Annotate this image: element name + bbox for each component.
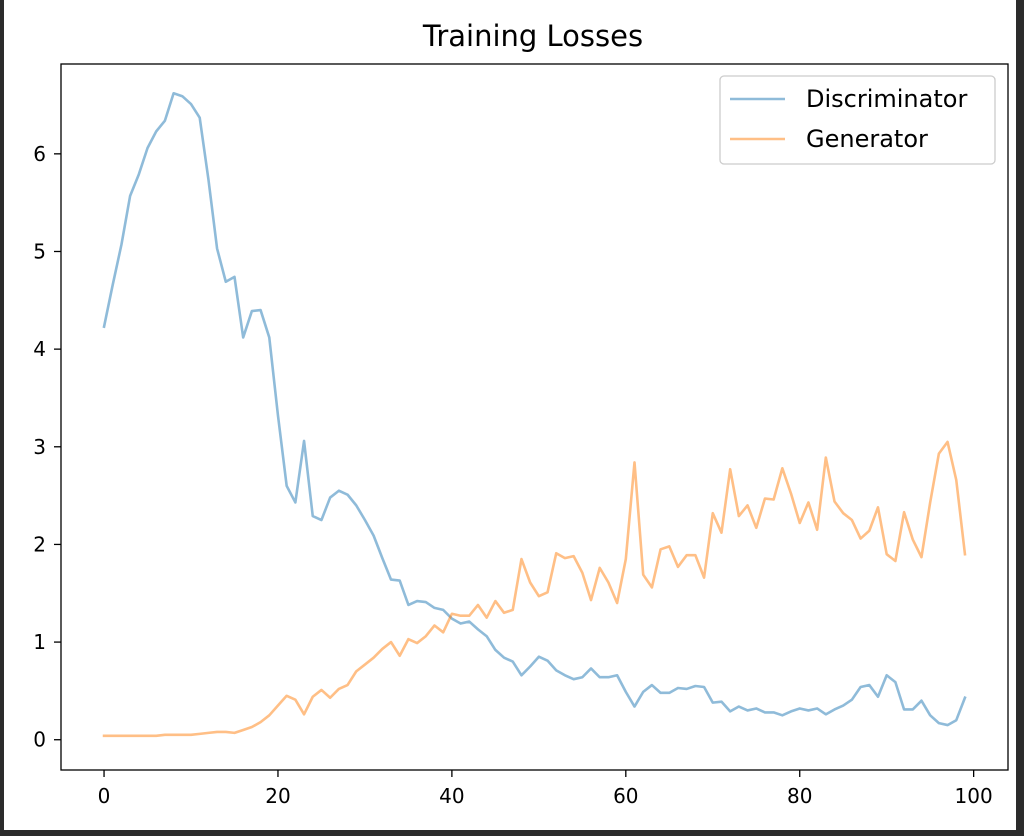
y-tick-label: 3 <box>33 435 46 459</box>
legend-frame <box>719 75 996 165</box>
x-tick-label: 0 <box>98 784 111 808</box>
legend: Discriminator Generator <box>719 75 996 165</box>
y-tick-label: 1 <box>33 630 46 654</box>
y-tick-label: 0 <box>33 728 46 752</box>
y-tick-label: 4 <box>33 337 46 361</box>
y-tick-label: 5 <box>33 239 46 263</box>
x-tick-label: 80 <box>787 784 812 808</box>
x-tick-label: 100 <box>955 784 993 808</box>
x-tick-label: 60 <box>613 784 638 808</box>
series-line-generator <box>102 440 967 738</box>
x-tick-label: 40 <box>439 784 464 808</box>
y-tick-label: 2 <box>33 532 46 556</box>
y-axis: 0 1 2 3 4 5 6 <box>33 142 61 752</box>
series-layer <box>102 91 967 738</box>
y-tick-label: 6 <box>33 142 46 166</box>
x-tick-label: 20 <box>265 784 290 808</box>
chart-title: Training Losses <box>422 19 643 53</box>
legend-label-generator: Generator <box>806 125 928 153</box>
series-line-discriminator <box>102 91 967 727</box>
plot-area-frame <box>60 63 1009 771</box>
legend-label-discriminator: Discriminator <box>806 85 967 113</box>
x-axis: 0 20 40 60 80 100 <box>98 770 993 808</box>
